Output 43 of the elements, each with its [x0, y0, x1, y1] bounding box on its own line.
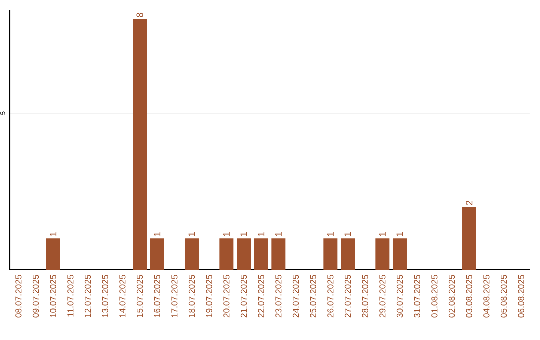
data-label: 1 [327, 232, 334, 236]
x-tick-label: 30.07.2025 [396, 275, 404, 318]
x-tick-label: 18.07.2025 [188, 275, 196, 318]
x-tick-label: 05.08.2025 [500, 275, 508, 318]
x-tick-label: 21.07.2025 [240, 275, 248, 318]
x-tick-label: 10.07.2025 [50, 275, 56, 318]
data-label: 1 [275, 232, 282, 236]
x-tick-label: 28.07.2025 [362, 275, 368, 318]
x-tick-label: 25.07.2025 [310, 275, 316, 318]
data-label: 1 [154, 232, 161, 236]
x-tick-label: 17.07.2025 [172, 275, 178, 318]
data-label: 1 [344, 232, 352, 236]
data-label: 1 [223, 232, 230, 236]
x-tick-label: 02.08.2025 [448, 275, 456, 318]
data-label: 8 [136, 13, 144, 18]
x-tick-label: 16.07.2025 [154, 275, 160, 318]
x-tick-label: 24.07.2025 [292, 275, 300, 318]
data-label: 2 [466, 201, 473, 206]
x-tick-label: 27.07.2025 [344, 275, 352, 318]
x-tick-label: 19.07.2025 [206, 275, 212, 318]
x-tick-label: 31.07.2025 [414, 275, 420, 318]
x-tick-label: 14.07.2025 [120, 275, 126, 318]
x-tick-label: 23.07.2025 [276, 275, 282, 318]
x-tick-label: 20.07.2025 [224, 275, 230, 318]
x-tick-label: 13.07.2025 [102, 275, 108, 318]
data-label: 1 [188, 232, 196, 236]
x-tick-label: 01.08.2025 [432, 275, 438, 318]
data-label: 1 [379, 232, 386, 236]
x-tick-label: 11.07.2025 [68, 275, 74, 317]
data-label: 1 [240, 232, 248, 236]
data-label: 1 [396, 232, 404, 236]
data-label: 1 [50, 232, 57, 236]
x-tick-label: 04.08.2025 [484, 275, 490, 318]
data-label: 1 [258, 232, 265, 236]
x-tick-label: 12.07.2025 [84, 275, 92, 318]
x-tick-label: 06.08.2025 [518, 275, 524, 318]
x-tick-label: 09.07.2025 [32, 275, 40, 318]
x-tick-label: 26.07.2025 [328, 275, 334, 318]
x-tick-label: 03.08.2025 [466, 275, 472, 318]
x-tick-label: 15.07.2025 [136, 275, 144, 318]
x-tick-label: 29.07.2025 [380, 275, 386, 318]
x-tick-label: 22.07.2025 [258, 275, 264, 318]
x-tick-label: 08.07.2025 [16, 275, 22, 318]
